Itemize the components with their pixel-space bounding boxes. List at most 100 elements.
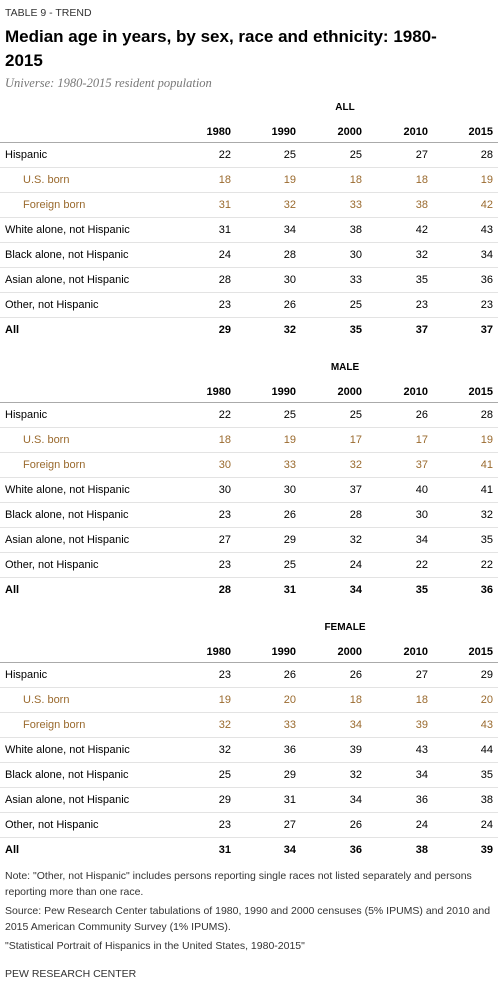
row-label: Hispanic: [5, 149, 48, 161]
cell-value: 28: [218, 274, 231, 286]
cell-value: 34: [349, 719, 362, 731]
cell-value: 29: [218, 324, 231, 336]
cell-value: 32: [218, 719, 231, 731]
cell-value: 35: [415, 274, 428, 286]
cell-value: 34: [349, 794, 362, 806]
cell-value: 18: [349, 174, 362, 186]
cell-value: 32: [415, 249, 428, 261]
cell-value: 31: [218, 224, 231, 236]
cell-value: 26: [283, 669, 296, 681]
row-label: Other, not Hispanic: [5, 299, 99, 311]
cell-value: 38: [415, 199, 428, 211]
row-label: Foreign born: [23, 719, 86, 731]
cell-value: 32: [218, 744, 231, 756]
note: Source: Pew Research Center tabulations …: [5, 905, 491, 933]
cell-value: 44: [480, 744, 493, 756]
cell-value: 28: [480, 409, 493, 421]
cell-value: 23: [480, 299, 493, 311]
cell-value: 27: [283, 819, 296, 831]
row-label: Other, not Hispanic: [5, 819, 99, 831]
row-label: Foreign born: [23, 459, 86, 471]
table-row: White alone, not Hispanic 31 34 38 42 43: [0, 218, 498, 243]
cell-value: 23: [415, 299, 428, 311]
table-row: Other, not Hispanic 23 26 25 23 23: [0, 293, 498, 318]
cell-value: 36: [349, 844, 362, 856]
column-header: 1980: [206, 126, 231, 138]
cell-value: 32: [480, 509, 493, 521]
cell-value: 24: [415, 819, 428, 831]
subtitle: Universe: 1980-2015 resident population: [5, 76, 212, 90]
cell-value: 36: [283, 744, 296, 756]
note: "Statistical Portrait of Hispanics in th…: [5, 940, 305, 952]
table-row: All 28 31 34 35 36: [0, 578, 498, 603]
row-label: Asian alone, not Hispanic: [5, 534, 130, 546]
cell-value: 23: [218, 559, 231, 571]
cell-value: 32: [349, 769, 362, 781]
row-label: White alone, not Hispanic: [5, 484, 130, 496]
column-header: 2015: [468, 646, 493, 658]
cell-value: 43: [480, 719, 493, 731]
cell-value: 24: [349, 559, 362, 571]
cell-value: 31: [283, 794, 296, 806]
footer: PEW RESEARCH CENTER: [5, 968, 137, 980]
column-header: 2010: [403, 646, 428, 658]
row-label: Asian alone, not Hispanic: [5, 794, 130, 806]
column-header: 1980: [206, 386, 231, 398]
column-header: 2000: [337, 126, 362, 138]
table-row: Black alone, not Hispanic 24 28 30 32 34: [0, 243, 498, 268]
cell-value: 19: [283, 174, 296, 186]
row-label: Black alone, not Hispanic: [5, 249, 129, 261]
cell-value: 29: [480, 669, 493, 681]
table-row: U.S. born 18 19 18 18 19: [0, 168, 498, 193]
cell-value: 43: [480, 224, 493, 236]
cell-value: 26: [283, 299, 296, 311]
cell-value: 17: [415, 434, 428, 446]
cell-value: 35: [415, 584, 428, 596]
cell-value: 41: [480, 459, 493, 471]
cell-value: 26: [415, 409, 428, 421]
cell-value: 32: [349, 459, 362, 471]
table-row: All 31 34 36 38 39: [0, 838, 498, 863]
table-row: Foreign born 32 33 34 39 43: [0, 713, 498, 738]
row-label: Foreign born: [23, 199, 86, 211]
table-row: All 29 32 35 37 37: [0, 318, 498, 343]
cell-value: 30: [349, 249, 362, 261]
cell-value: 33: [349, 199, 362, 211]
cell-value: 29: [218, 794, 231, 806]
table-row: Hispanic 22 25 25 26 28: [0, 403, 498, 428]
cell-value: 26: [283, 509, 296, 521]
row-label: Hispanic: [5, 669, 48, 681]
cell-value: 31: [218, 844, 231, 856]
cell-value: 36: [480, 274, 493, 286]
cell-value: 30: [283, 274, 296, 286]
cell-value: 23: [218, 509, 231, 521]
cell-value: 37: [480, 324, 493, 336]
cell-value: 38: [480, 794, 493, 806]
cell-value: 36: [480, 584, 493, 596]
column-header: 1990: [271, 386, 296, 398]
cell-value: 34: [283, 844, 296, 856]
cell-value: 30: [415, 509, 428, 521]
column-header: 2015: [468, 386, 493, 398]
cell-value: 32: [283, 199, 296, 211]
cell-value: 24: [218, 249, 231, 261]
cell-value: 22: [480, 559, 493, 571]
cell-value: 25: [283, 149, 296, 161]
cell-value: 29: [283, 769, 296, 781]
row-label: All: [5, 844, 20, 856]
cell-value: 27: [415, 669, 428, 681]
cell-value: 38: [415, 844, 428, 856]
row-label: U.S. born: [23, 694, 70, 706]
column-header: 1990: [271, 646, 296, 658]
row-label: Black alone, not Hispanic: [5, 509, 129, 521]
cell-value: 18: [415, 174, 428, 186]
cell-value: 36: [415, 794, 428, 806]
cell-value: 37: [415, 459, 428, 471]
cell-value: 19: [218, 694, 231, 706]
cell-value: 39: [480, 844, 493, 856]
note: Note: "Other, not Hispanic" includes per…: [5, 870, 472, 898]
cell-value: 22: [218, 409, 231, 421]
row-label: All: [5, 584, 20, 596]
row-label: White alone, not Hispanic: [5, 744, 130, 756]
cell-value: 33: [283, 459, 296, 471]
